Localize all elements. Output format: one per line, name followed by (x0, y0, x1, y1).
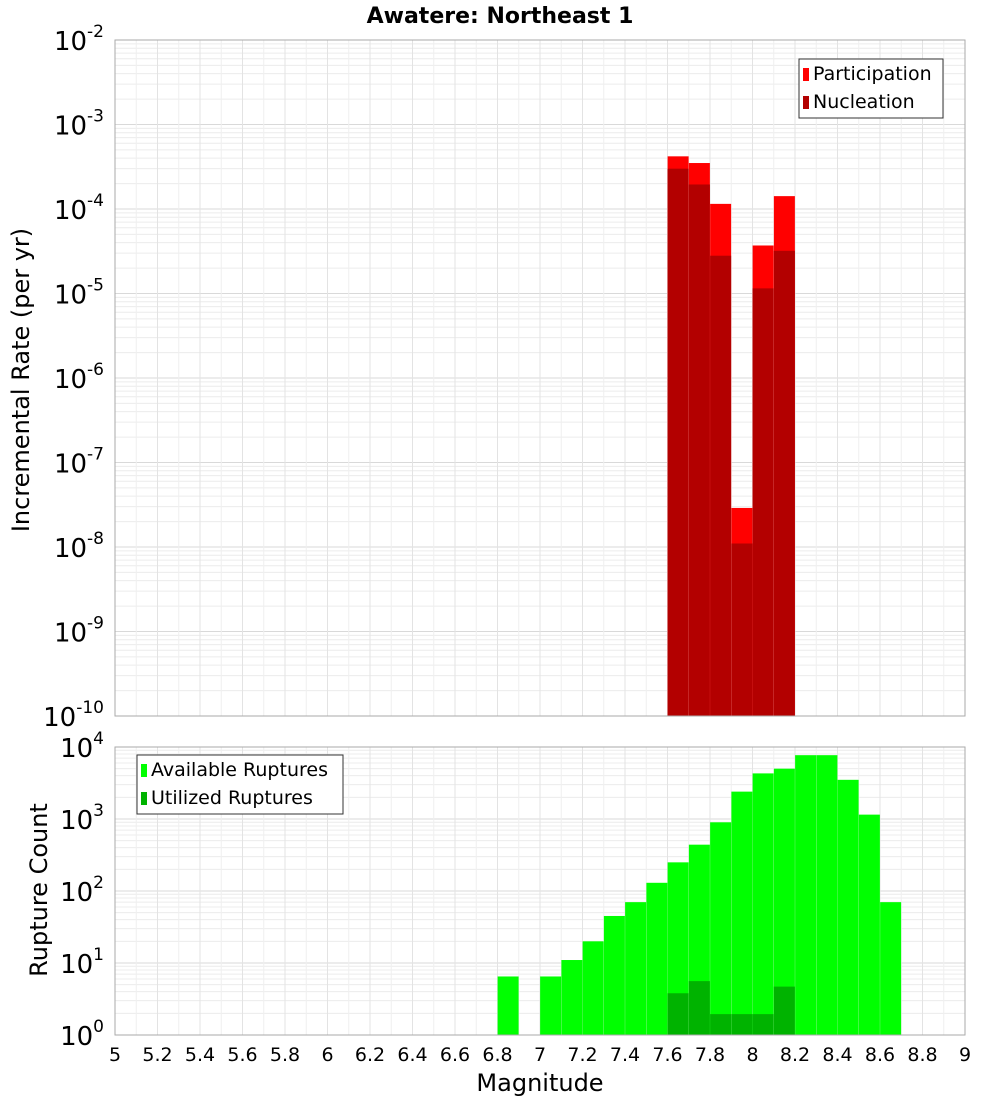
bar-nucleation (773, 250, 795, 716)
legend-label: Participation (813, 63, 932, 85)
y-tick-labels: 10-2 10-3 10-4 10-5 10-6 10-7 10-8 10-9 10-10 (43, 22, 104, 733)
y-tick-label: 10-9 (54, 614, 104, 649)
bottom-y-axis-label: Rupture Count (25, 803, 53, 977)
x-axis-label: Magnitude (476, 1069, 603, 1097)
legend-swatch (141, 764, 147, 777)
x-tick-label: 8.6 (865, 1044, 895, 1066)
bar-available-ruptures (667, 862, 689, 1035)
bar-nucleation (688, 184, 710, 717)
y-tick-label: 101 (60, 945, 104, 980)
bar-available-ruptures (858, 814, 880, 1035)
y-tick-label: 10-4 (54, 191, 104, 226)
x-tick-label: 7.6 (652, 1044, 682, 1066)
legend-label: Utilized Ruptures (151, 787, 313, 809)
legend-swatch (803, 96, 809, 109)
y-tick-label: 102 (60, 873, 104, 908)
x-tick-label: 8.2 (780, 1044, 810, 1066)
top-y-axis-label: Incremental Rate (per yr) (7, 228, 35, 532)
x-tick-label: 6.2 (355, 1044, 385, 1066)
y-tick-label: 10-6 (54, 360, 104, 395)
bar-available-ruptures (603, 915, 625, 1035)
y-tick-label: 10-8 (54, 529, 104, 564)
plot-border (114, 39, 966, 717)
y-tick-label: 10-10 (43, 698, 104, 733)
bar-available-ruptures (731, 791, 753, 1035)
bar-available-ruptures (816, 755, 838, 1035)
bar-available-ruptures (646, 882, 668, 1035)
legend-label: Available Ruptures (151, 759, 328, 781)
legend: Participation Nucleation (798, 58, 944, 119)
x-tick-labels: 5 5.2 5.4 5.6 5.8 6 6.2 6.4 6.6 6.8 7 7.2 7.4 7.6 7.8 8… (109, 1044, 971, 1066)
x-tick-label: 7.8 (695, 1044, 725, 1066)
x-tick-label: 8 (746, 1044, 758, 1066)
x-tick-label: 6.4 (397, 1044, 427, 1066)
x-tick-label: 6 (321, 1044, 333, 1066)
y-tick-labels: 104 103 102 101 100 (60, 729, 104, 1052)
bar-utilized-ruptures (667, 993, 689, 1035)
x-tick-label: 9 (959, 1044, 971, 1066)
bar-available-ruptures (582, 941, 604, 1035)
plot-1: 104 103 102 101 100 Available Ruptures Utilize… (60, 729, 971, 1066)
x-tick-label: 8.8 (907, 1044, 937, 1066)
x-tick-label: 6.8 (482, 1044, 512, 1066)
bar-available-ruptures (773, 768, 795, 1035)
legend-swatch (141, 792, 147, 805)
legend-label: Nucleation (813, 91, 915, 113)
bar-utilized-ruptures (731, 1014, 753, 1035)
x-tick-label: 5.2 (142, 1044, 172, 1066)
legend-box (798, 58, 944, 119)
x-tick-label: 7.2 (567, 1044, 597, 1066)
x-tick-label: 5.8 (270, 1044, 300, 1066)
bar-nucleation (667, 168, 689, 717)
bar-utilized-ruptures (688, 981, 710, 1035)
x-tick-label: 7.4 (610, 1044, 640, 1066)
legend-swatch (803, 68, 809, 81)
x-tick-label: 8.4 (822, 1044, 852, 1066)
bar-utilized-ruptures (710, 1014, 732, 1035)
bar-utilized-ruptures (773, 986, 795, 1035)
bar-available-ruptures (540, 976, 562, 1035)
y-tick-label: 104 (60, 729, 104, 764)
y-tick-label: 10-5 (54, 276, 104, 311)
bar-available-ruptures (752, 773, 774, 1035)
plot-border (114, 746, 966, 1036)
y-tick-label: 10-7 (54, 445, 104, 480)
x-tick-label: 5.4 (185, 1044, 215, 1066)
bar-available-ruptures (837, 779, 859, 1035)
bar-available-ruptures (497, 976, 519, 1035)
bar-available-ruptures (561, 960, 583, 1035)
bar-nucleation (731, 543, 753, 716)
y-tick-label: 10-3 (54, 107, 104, 142)
x-tick-label: 5.6 (227, 1044, 257, 1066)
plot-0: 10-2 10-3 10-4 10-5 10-6 10-7 10-8 10-9 10-10 Par… (43, 22, 966, 733)
legend: Available Ruptures Utilized Ruptures (136, 754, 344, 815)
x-tick-label: 7 (534, 1044, 546, 1066)
x-tick-label: 6.6 (440, 1044, 470, 1066)
x-tick-label: 5 (109, 1044, 121, 1066)
bar-utilized-ruptures (752, 1014, 774, 1035)
bar-nucleation (752, 288, 774, 716)
bar-available-ruptures (710, 822, 732, 1035)
bar-nucleation (710, 255, 732, 716)
bar-available-ruptures (795, 755, 817, 1035)
y-tick-label: 103 (60, 801, 104, 836)
bar-available-ruptures (880, 902, 902, 1035)
bar-available-ruptures (625, 902, 647, 1035)
y-tick-label: 100 (60, 1017, 104, 1052)
chart-title: Awatere: Northeast 1 (367, 4, 634, 29)
y-tick-label: 10-2 (54, 22, 104, 57)
legend-box (136, 754, 344, 815)
